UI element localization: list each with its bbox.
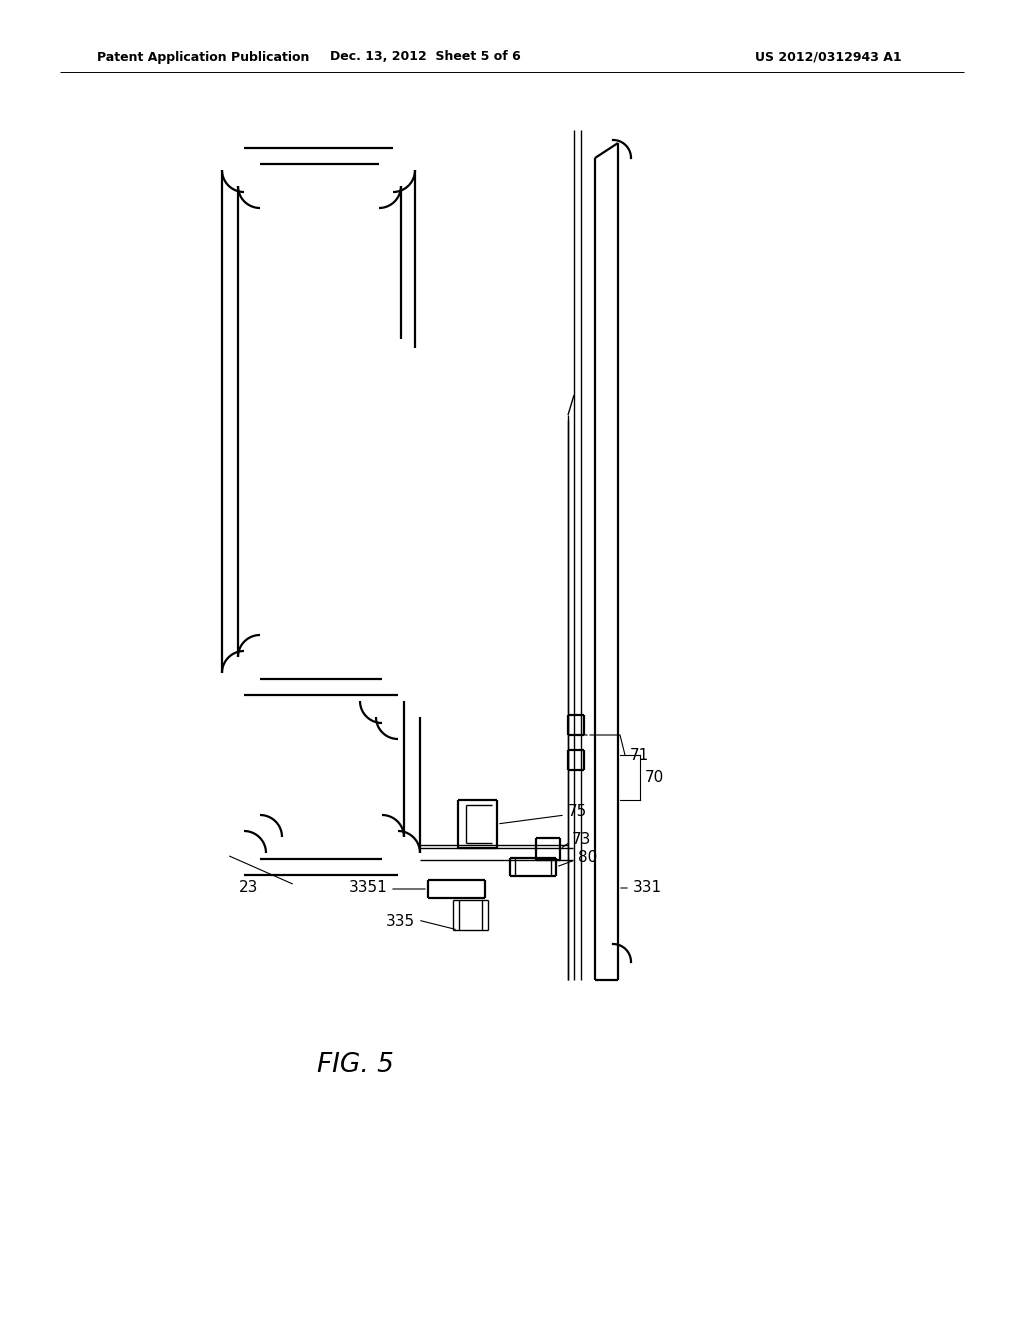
Text: 73: 73 <box>572 833 592 847</box>
Text: 3351: 3351 <box>349 879 388 895</box>
Text: 80: 80 <box>578 850 597 866</box>
Text: 23: 23 <box>239 879 258 895</box>
Text: 75: 75 <box>568 804 587 820</box>
Text: 70: 70 <box>645 771 665 785</box>
Text: 335: 335 <box>386 913 415 928</box>
Text: 71: 71 <box>630 747 649 763</box>
Text: Dec. 13, 2012  Sheet 5 of 6: Dec. 13, 2012 Sheet 5 of 6 <box>330 50 520 63</box>
Text: 331: 331 <box>633 880 663 895</box>
Text: FIG. 5: FIG. 5 <box>316 1052 393 1078</box>
Text: US 2012/0312943 A1: US 2012/0312943 A1 <box>755 50 901 63</box>
Text: Patent Application Publication: Patent Application Publication <box>97 50 309 63</box>
